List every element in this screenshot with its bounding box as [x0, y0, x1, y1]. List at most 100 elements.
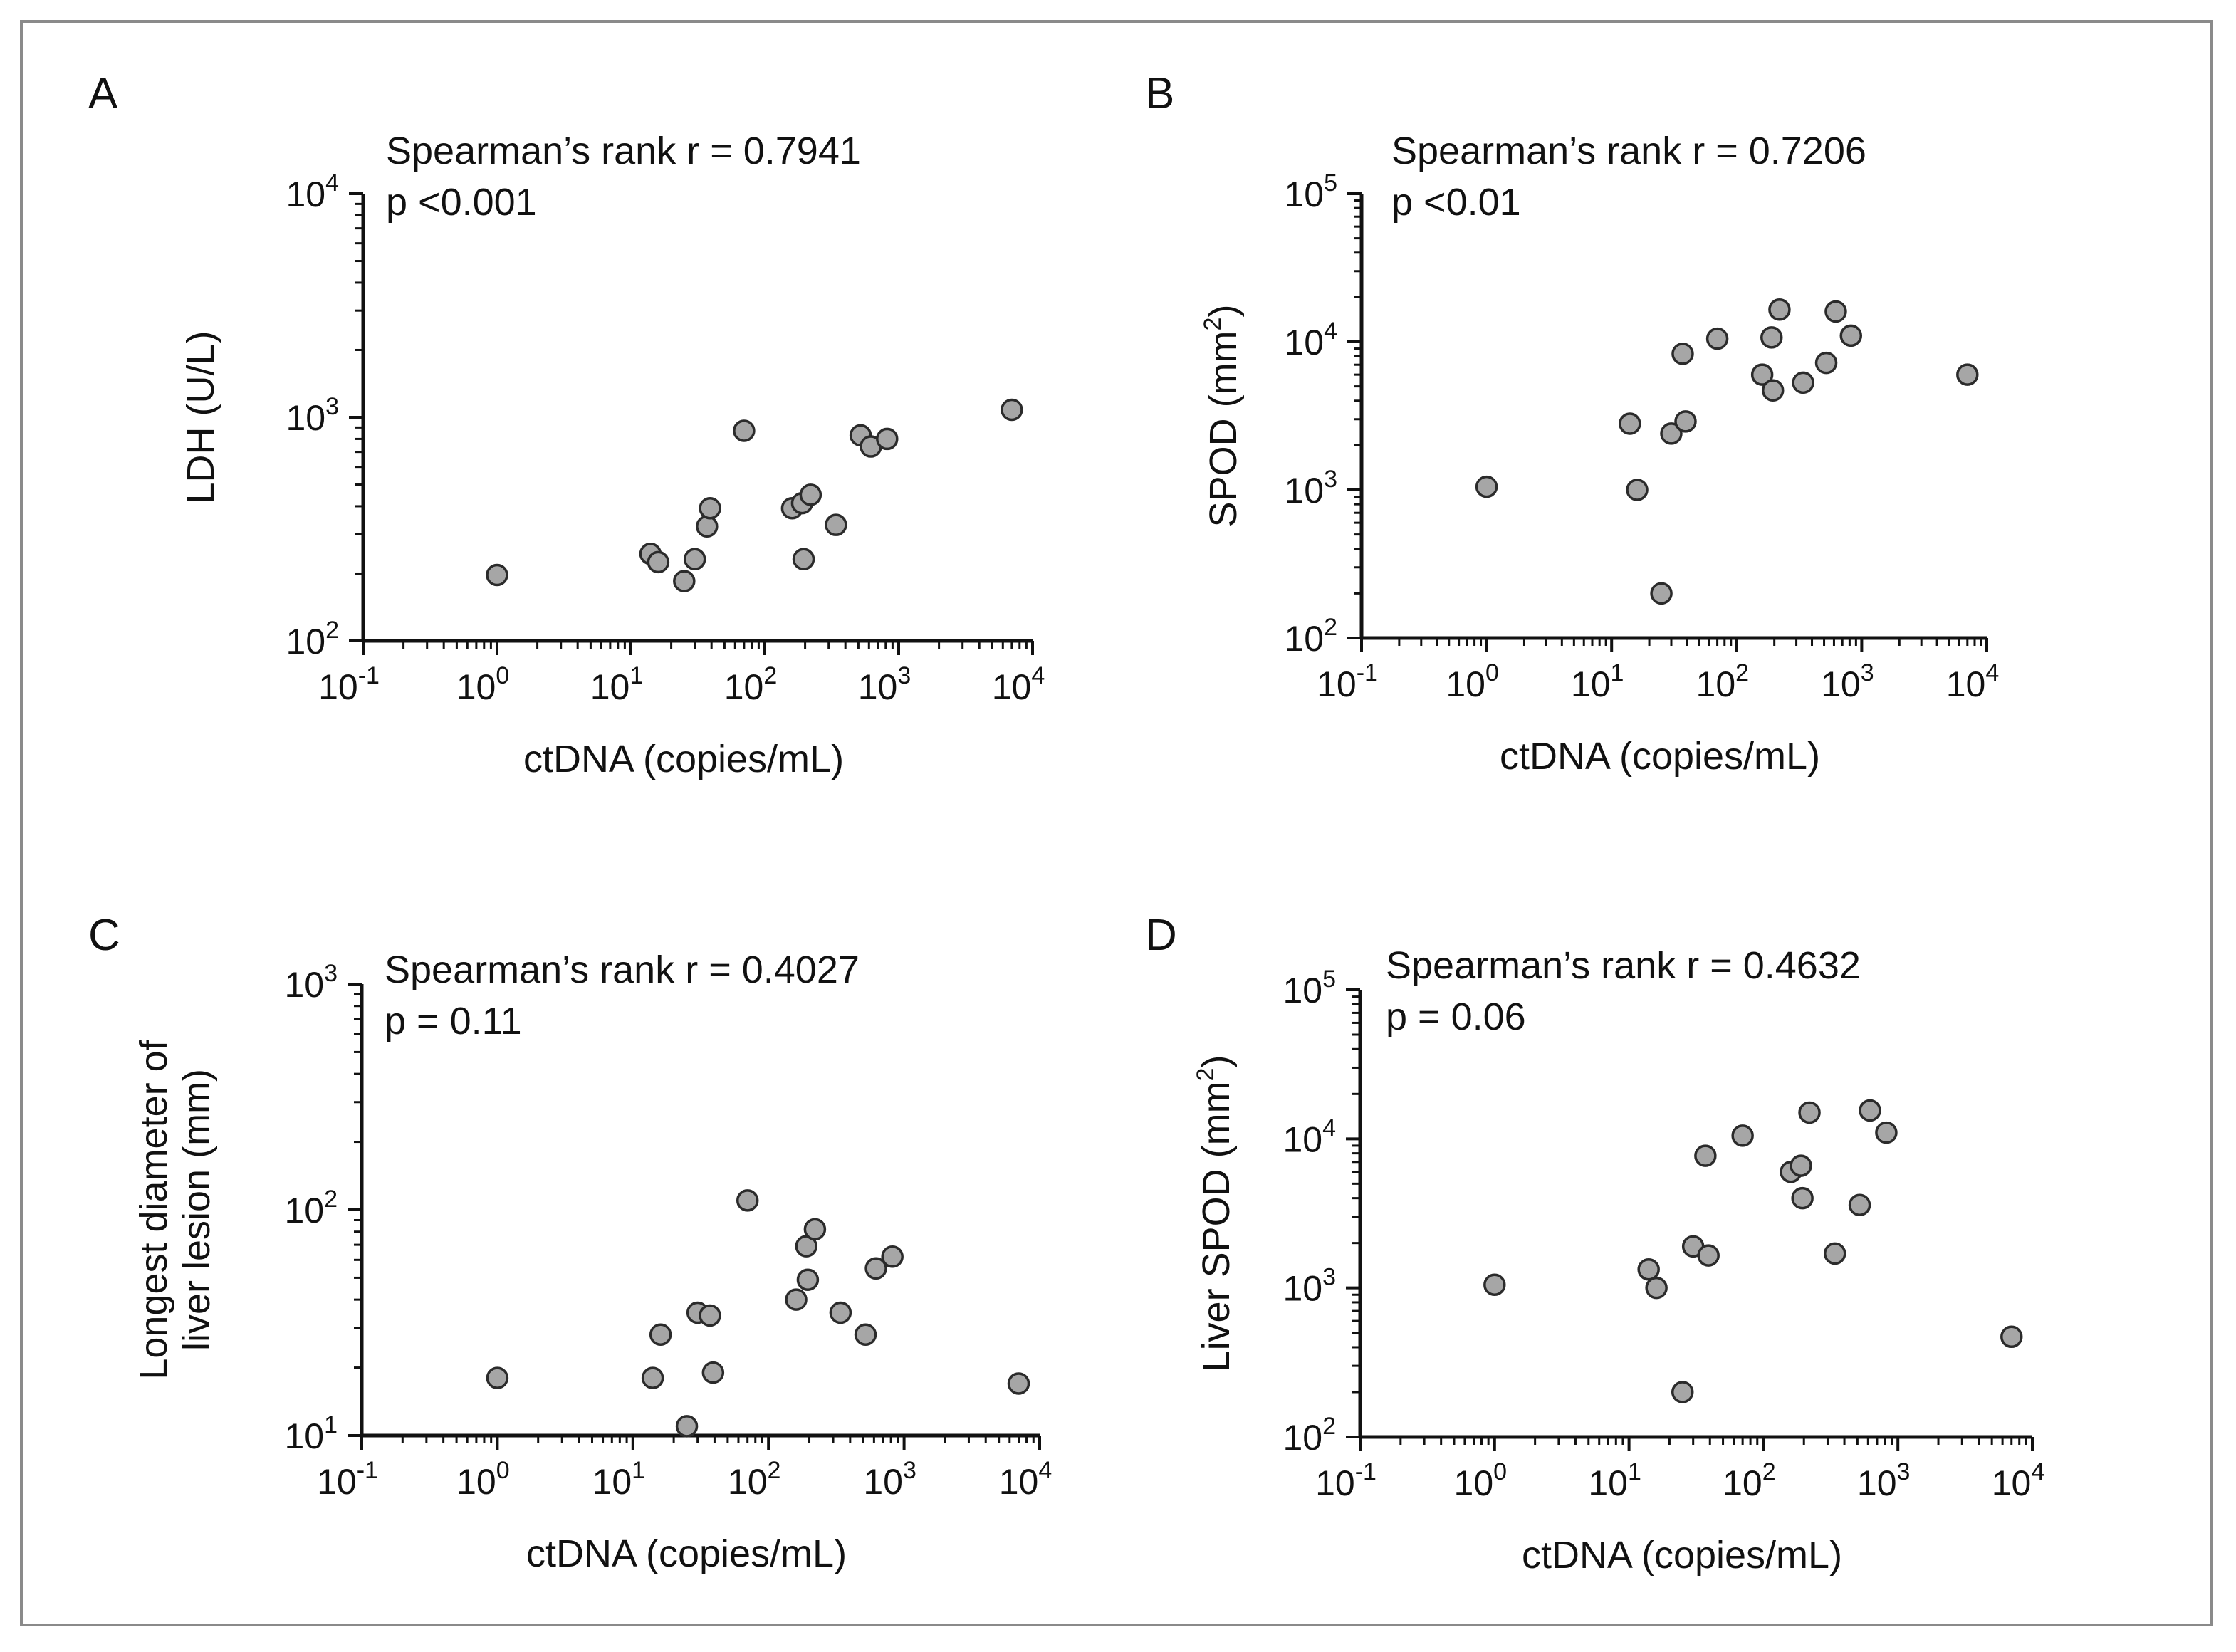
data-point	[1814, 351, 1838, 375]
x-tick-exponent: 2	[1762, 1458, 1776, 1485]
data-point	[799, 483, 822, 506]
data-point	[1697, 1244, 1720, 1267]
data-point	[641, 1366, 664, 1389]
y-axis-label-line: liver lesion (mm)	[175, 1069, 218, 1351]
data-point	[1768, 298, 1791, 321]
data-point	[486, 1366, 509, 1389]
x-tick-label: 103	[1821, 659, 1874, 704]
x-tick-base: 10	[1571, 664, 1611, 704]
x-tick-exponent: 1	[1611, 659, 1624, 686]
y-tick-label: 105	[1284, 169, 1337, 214]
figure-frame	[20, 20, 2213, 1626]
data-point	[683, 548, 706, 570]
x-tick-exponent: -1	[357, 1457, 378, 1484]
y-tick-exponent: 2	[1322, 1413, 1336, 1440]
y-axis-label-superscript: 2	[1192, 1068, 1219, 1082]
y-axis-label-line: LDH (U/L)	[179, 330, 222, 503]
panel-letter: B	[1145, 69, 1174, 118]
data-point	[785, 1288, 808, 1311]
data-point	[647, 550, 670, 574]
x-tick-label: 10-1	[318, 662, 380, 707]
data-point	[1671, 1381, 1694, 1403]
x-tick-label: 100	[1454, 1458, 1508, 1503]
x-tick-label: 101	[1571, 659, 1624, 704]
x-tick-base: 10	[999, 1462, 1039, 1502]
x-tick-label: 102	[724, 662, 778, 707]
y-tick-label: 104	[1284, 318, 1337, 362]
data-point	[1660, 422, 1683, 445]
data-point	[649, 1323, 672, 1347]
data-point	[1824, 300, 1847, 323]
data-point	[1674, 410, 1697, 433]
data-point	[486, 563, 508, 587]
data-point	[1619, 412, 1641, 435]
x-tick-base: 10	[724, 667, 764, 707]
x-tick-label: 102	[1723, 1458, 1776, 1503]
data-point	[699, 496, 721, 520]
stat-annotation: p = 0.11	[385, 1000, 522, 1042]
x-tick-label: 103	[858, 662, 911, 707]
panel-letter: C	[88, 911, 120, 960]
x-tick-exponent: 2	[763, 662, 777, 689]
data-point	[796, 1268, 820, 1291]
y-tick-exponent: 3	[324, 960, 338, 987]
y-axis-label-line: Liver SPOD (mm	[1195, 1081, 1238, 1371]
x-tick-base: 10	[456, 1462, 496, 1502]
y-axis-label: Longest diameter ofliver lesion (mm)	[132, 1039, 218, 1379]
x-tick-exponent: 0	[496, 662, 509, 689]
x-tick-base: 10	[317, 1462, 357, 1502]
x-tick-exponent: -1	[358, 662, 380, 689]
x-tick-base: 10	[1446, 664, 1485, 704]
data-point	[881, 1245, 904, 1268]
data-point	[1791, 1186, 1814, 1210]
x-tick-base: 10	[318, 667, 358, 707]
data-point	[675, 1415, 699, 1438]
y-tick-base: 10	[1282, 1269, 1322, 1309]
x-tick-label: 101	[1588, 1458, 1641, 1503]
x-tick-base: 10	[1992, 1463, 2032, 1503]
x-tick-label: 101	[592, 1457, 646, 1502]
x-tick-exponent: 0	[1493, 1458, 1507, 1485]
y-tick-label: 102	[1284, 614, 1337, 659]
data-point	[1645, 1276, 1668, 1300]
data-point	[1956, 363, 1979, 386]
data-point	[701, 1361, 725, 1384]
x-tick-base: 10	[863, 1462, 903, 1502]
y-tick-label: 103	[1282, 1264, 1336, 1309]
y-tick-label: 101	[284, 1411, 338, 1456]
x-tick-exponent: 1	[629, 662, 643, 689]
y-tick-label: 105	[1282, 966, 1336, 1010]
x-tick-label: 101	[590, 662, 644, 707]
y-tick-label: 103	[286, 393, 339, 438]
data-point	[1475, 475, 1498, 498]
y-tick-label: 104	[1282, 1114, 1336, 1159]
data-point	[1705, 327, 1729, 350]
data-point	[1626, 479, 1649, 501]
data-point	[696, 515, 719, 538]
y-tick-base: 10	[1282, 971, 1322, 1010]
x-tick-label: 104	[992, 662, 1045, 707]
y-tick-exponent: 4	[1322, 1114, 1336, 1141]
data-point	[1875, 1121, 1898, 1144]
y-axis-label-superscript: 2	[1199, 318, 1226, 331]
x-tick-base: 10	[592, 1462, 632, 1502]
data-point	[854, 1323, 877, 1347]
panel-letter: A	[88, 69, 118, 118]
x-tick-base: 10	[992, 667, 1032, 707]
y-axis-label-tail: )	[1195, 1055, 1238, 1068]
y-axis-label-line: SPOD (mm	[1202, 330, 1245, 527]
y-tick-exponent: 3	[1322, 1264, 1336, 1291]
x-tick-label: 100	[456, 1457, 510, 1502]
y-tick-label: 103	[284, 960, 338, 1005]
x-tick-label: 100	[456, 662, 510, 707]
x-tick-base: 10	[1696, 664, 1736, 704]
x-tick-label: 10-1	[317, 1457, 378, 1502]
x-tick-exponent: 3	[1861, 659, 1874, 686]
y-tick-exponent: 4	[325, 169, 339, 197]
y-tick-base: 10	[1282, 1418, 1322, 1458]
data-point	[1859, 1099, 1881, 1122]
y-tick-base: 10	[1282, 1119, 1322, 1159]
